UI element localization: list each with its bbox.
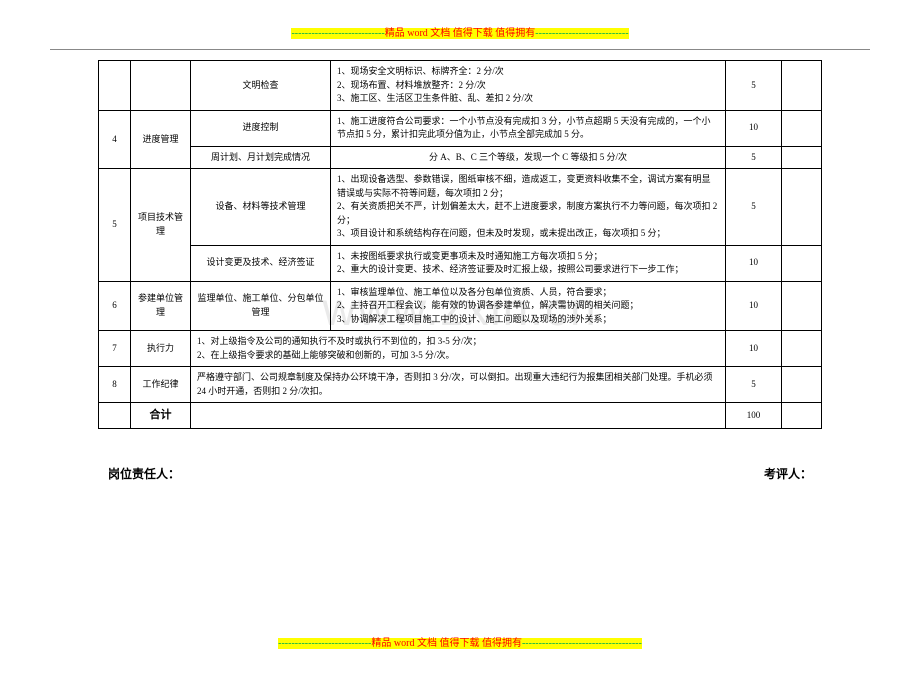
table-row: 周计划、月计划完成情况 分 A、B、C 三个等级，发现一个 C 等级扣 5 分/…	[99, 146, 822, 169]
cell-score: 10	[726, 110, 782, 146]
cell-score: 10	[726, 281, 782, 331]
evaluation-table: 文明检查 1、现场安全文明标识、标牌齐全：2 分/次2、现场布置、材料堆放整齐：…	[98, 60, 822, 429]
signature-right: 考评人：	[764, 465, 812, 482]
table-row: 文明检查 1、现场安全文明标识、标牌齐全：2 分/次2、现场布置、材料堆放整齐：…	[99, 61, 822, 111]
cell-criteria: 1、出现设备选型、参数错误，图纸审核不细，造成返工，变更资料收集不全，调试方案有…	[331, 169, 726, 246]
cell-cat: 进度管理	[131, 110, 191, 169]
table-row-total: 合计 100	[99, 403, 822, 429]
cell-score: 5	[726, 169, 782, 246]
cell-cat: 执行力	[131, 331, 191, 367]
table-row: 设计变更及技术、经济签证 1、未按图纸要求执行或变更事项未及时通知施工方每次项扣…	[99, 245, 822, 281]
cell-cat: 项目技术管理	[131, 169, 191, 282]
cell-cat	[131, 61, 191, 111]
table-row: 4 进度管理 进度控制 1、施工进度符合公司要求：一个小节点没有完成扣 3 分，…	[99, 110, 822, 146]
signature-row: 岗位责任人： 考评人：	[98, 465, 822, 482]
cell-blank	[782, 245, 822, 281]
banner-word: word	[407, 28, 428, 39]
cell-blank	[782, 146, 822, 169]
banner-mid: 文档 值得下载 值得拥有	[430, 28, 535, 39]
cell-idx: 5	[99, 169, 131, 282]
cell-score: 5	[726, 367, 782, 403]
cell-blank	[782, 169, 822, 246]
cell-item: 周计划、月计划完成情况	[191, 146, 331, 169]
cell-blank	[782, 110, 822, 146]
table-row: 7 执行力 1、对上级指令及公司的通知执行不及时或执行不到位的，扣 3-5 分/…	[99, 331, 822, 367]
cell-criteria: 1、施工进度符合公司要求：一个小节点没有完成扣 3 分，小节点超期 5 天没有完…	[331, 110, 726, 146]
cell-item: 进度控制	[191, 110, 331, 146]
cell-total-label: 合计	[131, 403, 191, 429]
cell-idx: 8	[99, 367, 131, 403]
cell-item: 设计变更及技术、经济签证	[191, 245, 331, 281]
cell-item: 监理单位、施工单位、分包单位管理	[191, 281, 331, 331]
banner-dash-r: ----------------------------	[535, 28, 628, 39]
cell-criteria: 1、对上级指令及公司的通知执行不及时或执行不到位的，扣 3-5 分/次；2、在上…	[191, 331, 726, 367]
page-content: 文明检查 1、现场安全文明标识、标牌齐全：2 分/次2、现场布置、材料堆放整齐：…	[0, 60, 920, 482]
cell-blank	[99, 403, 131, 429]
cell-idx: 4	[99, 110, 131, 169]
banner-mid: 文档 值得下载 值得拥有	[417, 638, 522, 649]
banner-dash-l: ----------------------------	[278, 638, 371, 649]
cell-criteria: 严格遵守部门、公司规章制度及保持办公环境干净，否则扣 3 分/次，可以倒扣。出现…	[191, 367, 726, 403]
table-row: 6 参建单位管理 监理单位、施工单位、分包单位管理 1、审核监理单位、施工单位以…	[99, 281, 822, 331]
banner-prefix: 精品	[385, 28, 405, 39]
cell-score: 10	[726, 245, 782, 281]
cell-score: 5	[726, 61, 782, 111]
bottom-banner: ----------------------------精品 word 文档 值…	[0, 632, 920, 651]
cell-item: 文明检查	[191, 61, 331, 111]
cell-criteria: 1、未按图纸要求执行或变更事项未及时通知施工方每次项扣 5 分；2、重大的设计变…	[331, 245, 726, 281]
top-rule	[50, 49, 870, 50]
cell-criteria: 1、现场安全文明标识、标牌齐全：2 分/次2、现场布置、材料堆放整齐：2 分/次…	[331, 61, 726, 111]
cell-blank	[191, 403, 726, 429]
cell-blank	[782, 403, 822, 429]
cell-criteria: 分 A、B、C 三个等级，发现一个 C 等级扣 5 分/次	[331, 146, 726, 169]
cell-item: 设备、材料等技术管理	[191, 169, 331, 246]
cell-total-value: 100	[726, 403, 782, 429]
cell-cat: 工作纪律	[131, 367, 191, 403]
cell-idx: 7	[99, 331, 131, 367]
cell-score: 10	[726, 331, 782, 367]
cell-score: 5	[726, 146, 782, 169]
cell-blank	[782, 61, 822, 111]
cell-idx: 6	[99, 281, 131, 331]
cell-blank	[782, 281, 822, 331]
cell-cat: 参建单位管理	[131, 281, 191, 331]
cell-idx	[99, 61, 131, 111]
cell-blank	[782, 367, 822, 403]
banner-word: word	[394, 638, 415, 649]
cell-blank	[782, 331, 822, 367]
banner-dash-r: ------------------------------------	[522, 638, 642, 649]
signature-left: 岗位责任人：	[108, 465, 180, 482]
table-row: 8 工作纪律 严格遵守部门、公司规章制度及保持办公环境干净，否则扣 3 分/次，…	[99, 367, 822, 403]
table-row: 5 项目技术管理 设备、材料等技术管理 1、出现设备选型、参数错误，图纸审核不细…	[99, 169, 822, 246]
cell-criteria: 1、审核监理单位、施工单位以及各分包单位资质、人员，符合要求；2、主持召开工程会…	[331, 281, 726, 331]
banner-prefix: 精品	[371, 638, 391, 649]
banner-dash-l: ----------------------------	[291, 28, 384, 39]
top-banner: ----------------------------精品 word 文档 值…	[0, 22, 920, 41]
